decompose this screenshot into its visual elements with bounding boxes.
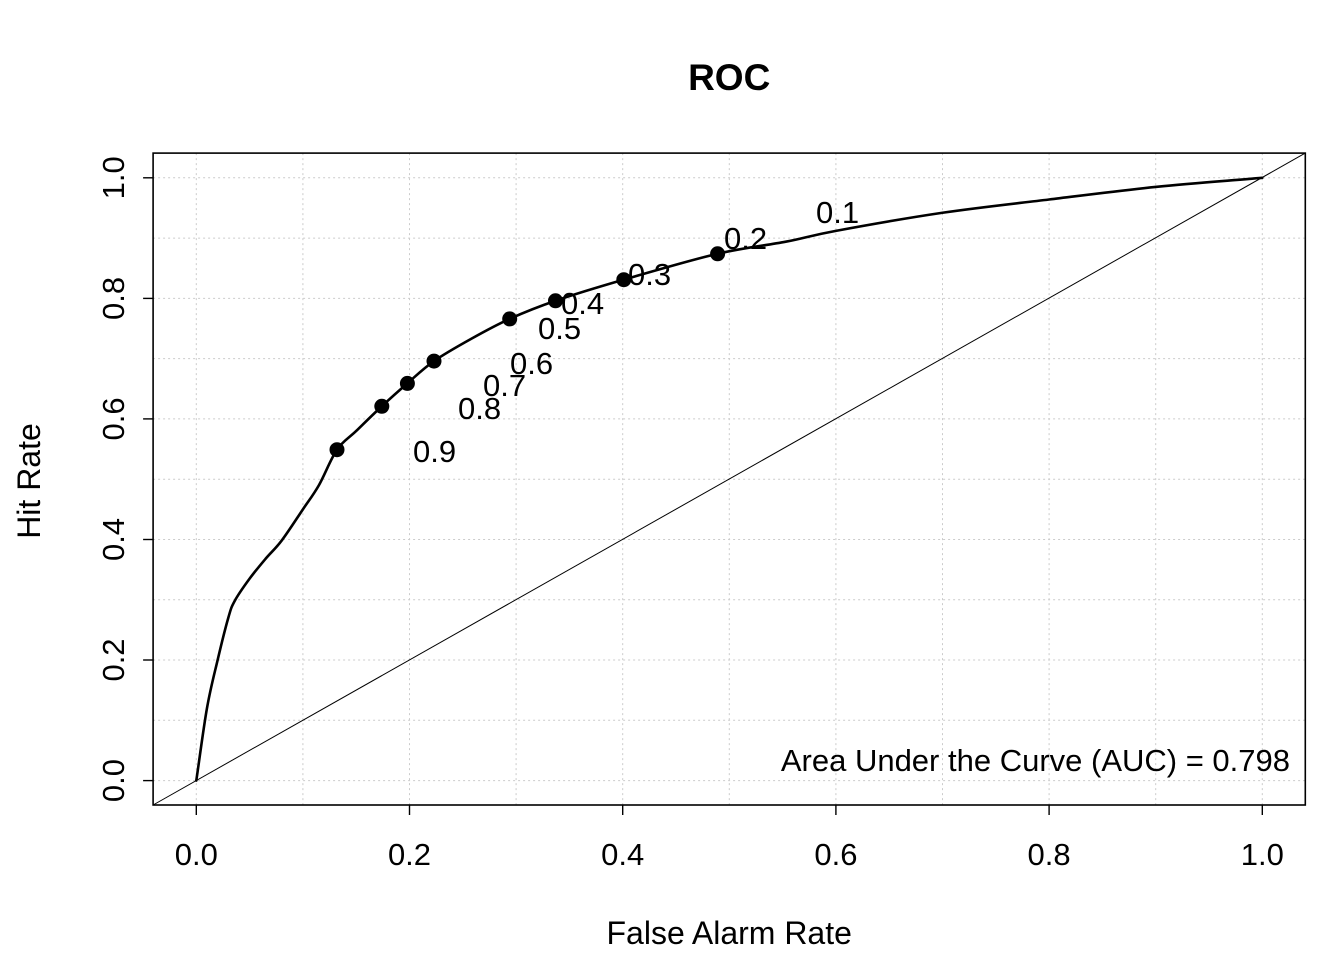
svg-text:0.4: 0.4 xyxy=(561,286,604,321)
svg-text:ROC: ROC xyxy=(688,57,770,98)
svg-text:0.0: 0.0 xyxy=(175,837,218,872)
svg-text:0.0: 0.0 xyxy=(96,759,131,802)
svg-text:0.4: 0.4 xyxy=(96,518,131,561)
svg-text:0.6: 0.6 xyxy=(96,397,131,440)
svg-text:0.8: 0.8 xyxy=(96,277,131,320)
svg-text:Area Under the Curve (AUC) = 0: Area Under the Curve (AUC) = 0.798 xyxy=(781,743,1290,778)
svg-text:Hit Rate: Hit Rate xyxy=(11,423,47,539)
svg-text:0.2: 0.2 xyxy=(388,837,431,872)
svg-text:0.6: 0.6 xyxy=(814,837,857,872)
svg-text:0.1: 0.1 xyxy=(816,195,859,230)
svg-text:0.6: 0.6 xyxy=(510,346,553,381)
svg-text:0.9: 0.9 xyxy=(413,434,456,469)
svg-text:0.4: 0.4 xyxy=(601,837,644,872)
svg-text:1.0: 1.0 xyxy=(96,156,131,199)
svg-text:0.2: 0.2 xyxy=(96,638,131,681)
svg-text:0.8: 0.8 xyxy=(1028,837,1071,872)
svg-text:1.0: 1.0 xyxy=(1241,837,1284,872)
svg-text:0.3: 0.3 xyxy=(628,257,671,292)
svg-text:0.2: 0.2 xyxy=(724,221,767,256)
svg-text:False Alarm Rate: False Alarm Rate xyxy=(606,915,851,951)
